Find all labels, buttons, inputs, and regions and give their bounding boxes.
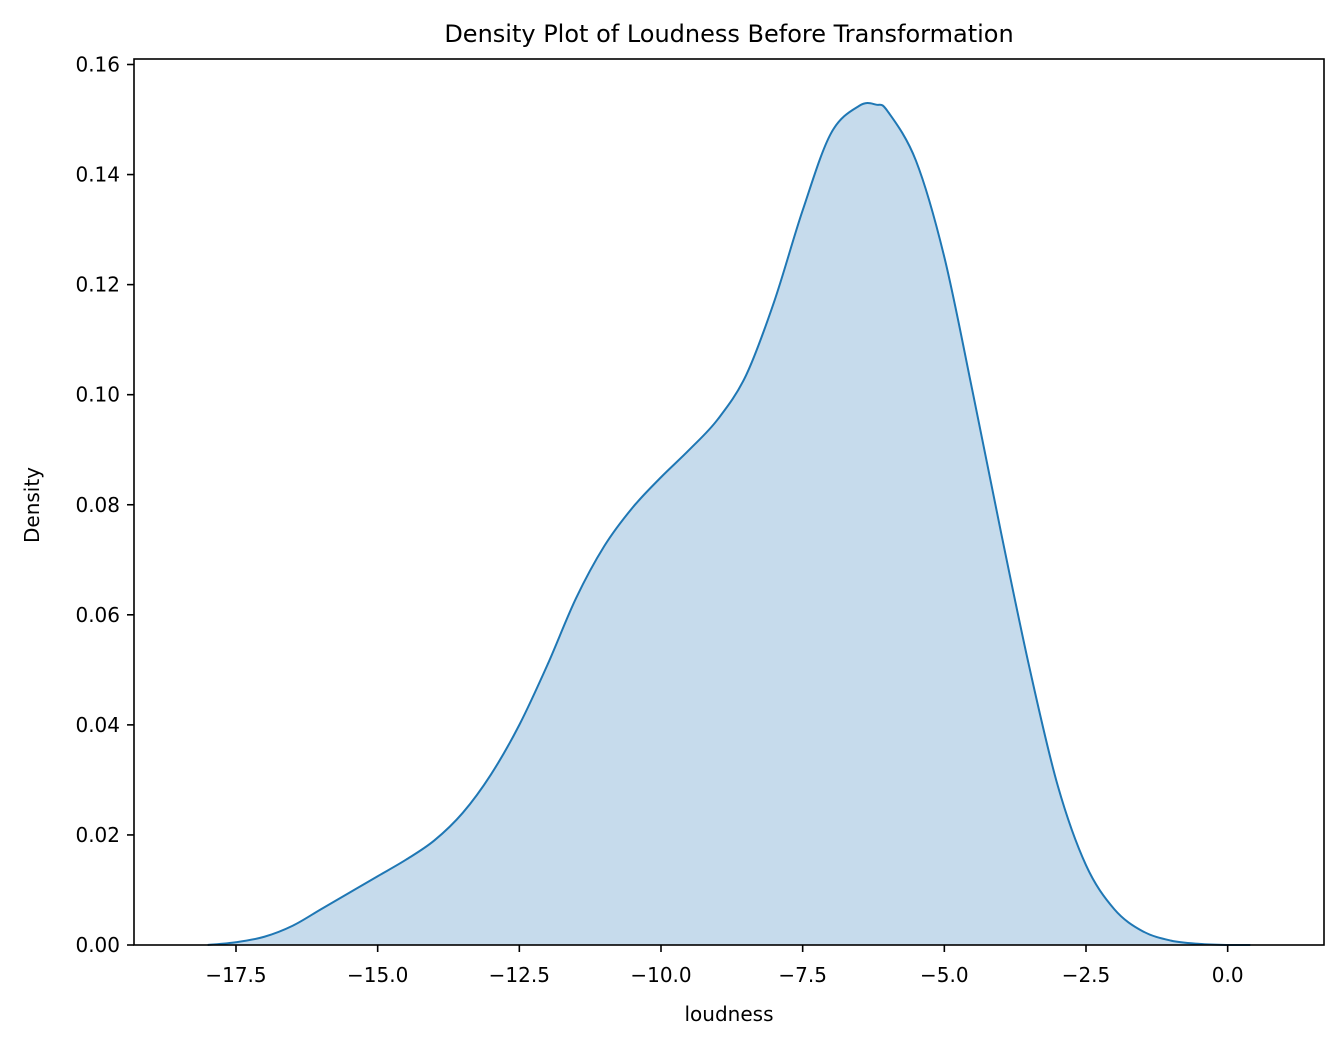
x-axis-label: loudness: [685, 1002, 774, 1026]
y-axis-label: Density: [20, 467, 44, 543]
x-tick-label: −12.5: [489, 963, 550, 987]
x-tick-label: −17.5: [205, 963, 266, 987]
x-tick-label: −7.5: [778, 963, 827, 987]
y-tick-label: 0.06: [75, 603, 120, 627]
density-area-fill: [207, 103, 1251, 945]
y-tick-label: 0.16: [75, 53, 120, 77]
x-tick-label: −10.0: [630, 963, 691, 987]
y-tick-label: 0.00: [75, 933, 120, 957]
chart-title: Density Plot of Loudness Before Transfor…: [444, 20, 1013, 48]
y-tick-label: 0.02: [75, 823, 120, 847]
x-tick-label: −15.0: [347, 963, 408, 987]
axes-layer: −17.5 −15.0 −12.5 −10.0 −7.5 −5.0 −2.5 0.0 0.00 0…: [75, 53, 1325, 987]
y-tick-label: 0.14: [75, 163, 120, 187]
x-tick-label: −5.0: [920, 963, 969, 987]
x-tick-label: −2.5: [1062, 963, 1111, 987]
plot-frame: [133, 58, 1325, 946]
plot-layer: [207, 102, 1251, 946]
y-tick-label: 0.04: [75, 713, 120, 737]
y-tick-label: 0.12: [75, 273, 120, 297]
y-tick-label: 0.10: [75, 383, 120, 407]
density-curve-line: [207, 102, 1251, 946]
x-tick-label: 0.0: [1212, 963, 1244, 987]
y-tick-label: 0.08: [75, 493, 120, 517]
